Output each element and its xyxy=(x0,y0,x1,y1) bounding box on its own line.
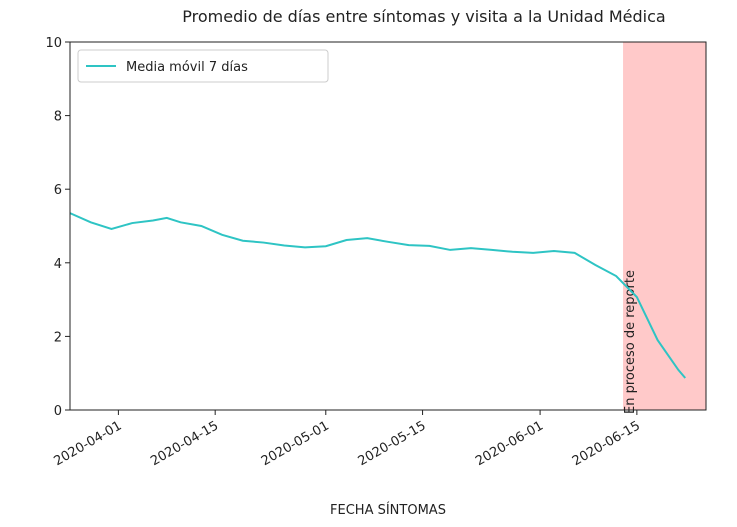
y-tick-label: 10 xyxy=(45,36,62,51)
x-tick-label: 2020-06-15 xyxy=(570,418,643,469)
y-tick-label: 4 xyxy=(54,257,62,272)
span-label: En proceso de reporte xyxy=(623,270,638,414)
data-line xyxy=(69,212,687,379)
x-tick-label: 2020-06-01 xyxy=(473,418,546,469)
x-tick-label: 2020-05-01 xyxy=(259,418,332,469)
y-tick-label: 8 xyxy=(54,110,62,125)
y-tick-label: 6 xyxy=(54,183,62,198)
y-tick-label: 2 xyxy=(54,330,62,345)
x-tick-label: 2020-04-15 xyxy=(148,418,221,469)
x-tick-label: 2020-04-01 xyxy=(51,418,124,469)
chart-title: Promedio de días entre síntomas y visita… xyxy=(182,7,665,26)
plot-frame xyxy=(69,41,707,411)
x-tick-label: 2020-05-15 xyxy=(356,418,429,469)
legend-label: Media móvil 7 días xyxy=(126,60,248,75)
y-tick-label: 0 xyxy=(54,404,62,419)
x-axis-label: FECHA SÍNTOMAS xyxy=(330,502,446,518)
legend-box xyxy=(77,49,329,83)
